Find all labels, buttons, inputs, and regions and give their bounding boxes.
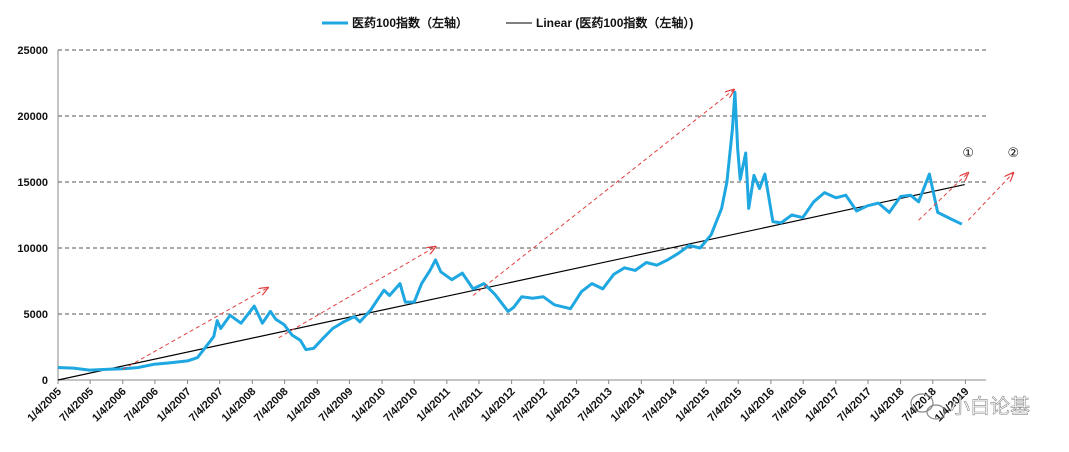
x-tick-label: 7/4/2015 bbox=[706, 386, 745, 425]
x-tick-label: 1/4/2005 bbox=[25, 386, 64, 425]
x-tick-label: 1/4/2015 bbox=[673, 386, 712, 425]
y-tick-label: 5000 bbox=[24, 309, 48, 321]
x-tick-label: 1/4/2010 bbox=[349, 386, 388, 425]
wechat-bubble-large bbox=[910, 393, 934, 413]
y-tick-label: 25000 bbox=[17, 45, 48, 57]
x-tick-label: 1/4/2018 bbox=[868, 386, 907, 425]
x-tick-label: 7/4/2010 bbox=[382, 386, 421, 425]
x-tick-label: 1/4/2016 bbox=[738, 386, 777, 425]
circled-number-label: ① bbox=[962, 146, 974, 161]
x-tick-label: 7/4/2014 bbox=[641, 385, 680, 424]
x-tick-label: 1/4/2017 bbox=[803, 386, 842, 425]
dashed-arrow bbox=[918, 173, 969, 221]
x-tick-label: 1/4/2012 bbox=[479, 386, 518, 425]
x-tick-label: 7/4/2009 bbox=[317, 386, 356, 425]
x-tick-label: 7/4/2017 bbox=[835, 386, 874, 425]
x-tick-label: 7/4/2016 bbox=[771, 386, 810, 425]
gridlines bbox=[58, 49, 986, 315]
x-tick-label: 1/4/2006 bbox=[90, 386, 129, 425]
dashed-arrow bbox=[967, 173, 1013, 221]
x-tick-label: 7/4/2006 bbox=[122, 386, 161, 425]
x-tick-label: 1/4/2007 bbox=[155, 386, 194, 425]
y-tick-label: 0 bbox=[42, 375, 48, 387]
legend: 医药100指数（左轴） Linear (医药100指数（左轴）) bbox=[322, 15, 693, 30]
x-tick-label: 7/4/2008 bbox=[252, 386, 291, 425]
watermark: 小白论基 bbox=[910, 393, 1030, 420]
x-tick-label: 7/4/2011 bbox=[447, 386, 485, 424]
dashed-arrow bbox=[278, 247, 436, 339]
legend-label-index: 医药100指数（左轴） bbox=[352, 15, 468, 30]
dashed-arrow bbox=[472, 90, 734, 296]
legend-label-linear: Linear (医药100指数（左轴）) bbox=[536, 15, 693, 30]
y-tick-label: 10000 bbox=[17, 243, 48, 255]
x-tick-label: 1/4/2008 bbox=[220, 386, 259, 425]
x-tick-label: 7/4/2005 bbox=[57, 386, 96, 425]
axes: 05000100001500020000250001/4/20057/4/200… bbox=[17, 45, 986, 424]
x-tick-label: 7/4/2012 bbox=[511, 386, 550, 425]
x-tick-label: 1/4/2011 bbox=[415, 386, 453, 424]
wechat-bubble-small bbox=[926, 404, 946, 420]
circled-number-label: ② bbox=[1008, 146, 1020, 161]
watermark-text: 小白论基 bbox=[950, 394, 1030, 418]
x-tick-label: 7/4/2007 bbox=[187, 386, 226, 425]
wechat-icon bbox=[910, 393, 946, 420]
y-tick-label: 15000 bbox=[17, 177, 48, 189]
x-tick-label: 7/4/2013 bbox=[576, 386, 615, 425]
x-tick-label: 1/4/2013 bbox=[544, 386, 583, 425]
trendline bbox=[57, 184, 965, 381]
series-line-linear-trend bbox=[57, 184, 965, 381]
series bbox=[57, 90, 963, 372]
x-tick-label: 1/4/2009 bbox=[285, 386, 324, 425]
series-line-index bbox=[57, 90, 963, 372]
y-tick-label: 20000 bbox=[17, 111, 48, 123]
